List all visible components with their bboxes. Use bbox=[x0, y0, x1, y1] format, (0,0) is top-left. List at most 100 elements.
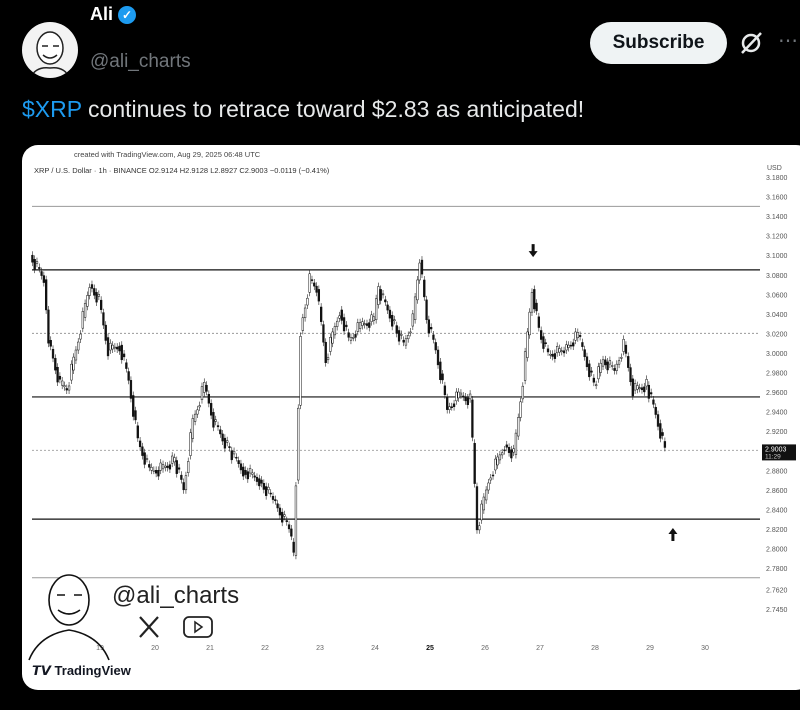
candle-body bbox=[72, 356, 75, 371]
x-tick-label: 21 bbox=[206, 645, 214, 652]
candle-body bbox=[319, 306, 323, 322]
author-name[interactable]: Ali ✓ bbox=[90, 4, 137, 25]
candle-body bbox=[129, 380, 133, 399]
candle-body bbox=[480, 503, 483, 521]
candle-body bbox=[83, 303, 87, 318]
candle-body bbox=[230, 450, 233, 461]
candle-body bbox=[530, 292, 534, 313]
more-icon[interactable]: ⋯ bbox=[778, 30, 798, 52]
price-chart: 3.1800 3.1600 3.1400 3.1200 3.1000 3.0800 3.06… bbox=[31, 175, 796, 652]
candle-body bbox=[484, 489, 488, 501]
y-tick-label: 2.9600 bbox=[766, 390, 788, 397]
candle-body bbox=[248, 468, 252, 474]
candle-body bbox=[113, 346, 117, 349]
candle-body bbox=[494, 458, 497, 471]
candle-body bbox=[427, 319, 431, 334]
candle-body bbox=[200, 386, 204, 400]
y-tick-label: 2.7620 bbox=[766, 588, 788, 595]
candle-body bbox=[391, 314, 394, 327]
candle-body bbox=[535, 302, 538, 312]
candle-body bbox=[608, 360, 612, 365]
candle-body bbox=[347, 332, 350, 338]
x-tick-label: 27 bbox=[536, 645, 544, 652]
candle-body bbox=[663, 441, 667, 448]
candle-body bbox=[533, 289, 536, 310]
candle-body bbox=[473, 442, 476, 484]
candle-body bbox=[136, 425, 139, 439]
candle-body bbox=[581, 342, 584, 347]
subscribe-button[interactable]: Subscribe bbox=[590, 22, 727, 64]
candle-body bbox=[441, 373, 444, 381]
currency-label: USD bbox=[767, 165, 782, 172]
candle-body bbox=[93, 288, 96, 296]
candle-body bbox=[180, 474, 183, 480]
chart-image[interactable]: 3.1800 3.1600 3.1400 3.1200 3.1000 3.0800 3.06… bbox=[22, 145, 800, 690]
author-handle[interactable]: @ali_charts bbox=[90, 51, 191, 72]
grok-icon[interactable] bbox=[738, 30, 764, 56]
tweet-text: $XRP continues to retrace toward $2.83 a… bbox=[22, 96, 585, 122]
candle-body bbox=[191, 418, 194, 439]
candle-body bbox=[271, 496, 275, 500]
tradingview-logo: 𝙏𝙑 TradingView bbox=[32, 663, 131, 678]
candle-body bbox=[127, 371, 130, 381]
candle-body bbox=[601, 359, 605, 367]
candle-body bbox=[294, 485, 298, 556]
candle-body bbox=[599, 362, 602, 373]
candle-body bbox=[539, 330, 543, 340]
candle-body bbox=[452, 403, 456, 407]
candle-body bbox=[134, 410, 137, 421]
candle-body bbox=[161, 464, 165, 470]
candle-body bbox=[209, 403, 213, 416]
candle-body bbox=[251, 472, 254, 475]
candle-body bbox=[590, 370, 593, 373]
y-tick-label: 2.8000 bbox=[766, 546, 788, 553]
candle-body bbox=[567, 344, 570, 348]
candle-body bbox=[537, 316, 541, 328]
candle-body bbox=[88, 287, 91, 296]
avatar[interactable] bbox=[22, 22, 78, 78]
candle-body bbox=[120, 344, 123, 361]
candle-body bbox=[349, 337, 353, 341]
candle-body bbox=[246, 471, 249, 480]
candle-body bbox=[138, 440, 142, 448]
candle-body bbox=[287, 524, 291, 530]
candle-body bbox=[262, 483, 266, 490]
candle-body bbox=[333, 326, 337, 336]
candle-body bbox=[420, 259, 424, 275]
candle-body bbox=[423, 279, 426, 298]
current-price-countdown: 11:29 bbox=[765, 453, 781, 460]
y-tick-label: 2.9200 bbox=[766, 429, 788, 436]
y-tick-label: 3.0400 bbox=[766, 312, 788, 319]
candle-body bbox=[336, 320, 339, 327]
candle-body bbox=[574, 331, 577, 341]
candle-body bbox=[615, 363, 618, 371]
candle-body bbox=[116, 346, 119, 350]
candle-body bbox=[491, 474, 495, 477]
candle-body bbox=[81, 311, 84, 329]
candle-body bbox=[507, 447, 511, 453]
candle-body bbox=[397, 330, 401, 342]
candle-body bbox=[65, 388, 68, 391]
candle-body bbox=[216, 425, 220, 428]
candle-body bbox=[372, 316, 376, 321]
verified-badge-icon: ✓ bbox=[118, 5, 137, 24]
cashtag-link[interactable]: $XRP bbox=[22, 96, 82, 122]
candle-body bbox=[482, 496, 486, 511]
candle-body bbox=[624, 344, 628, 354]
candle-body bbox=[290, 528, 293, 537]
candle-body bbox=[652, 399, 655, 405]
candle-body bbox=[647, 384, 651, 399]
candle-body bbox=[611, 365, 614, 367]
candle-body bbox=[393, 319, 396, 321]
x-tick-label: 26 bbox=[481, 645, 489, 652]
candle-body bbox=[633, 383, 637, 391]
candle-body bbox=[310, 279, 314, 281]
candle-body bbox=[97, 294, 101, 297]
y-tick-label: 2.9800 bbox=[766, 371, 788, 378]
candle-body bbox=[448, 406, 451, 410]
y-tick-label: 3.0200 bbox=[766, 331, 788, 338]
candle-body bbox=[434, 342, 437, 351]
candle-body bbox=[636, 385, 639, 390]
candle-body bbox=[418, 262, 421, 281]
candle-body bbox=[239, 463, 243, 471]
